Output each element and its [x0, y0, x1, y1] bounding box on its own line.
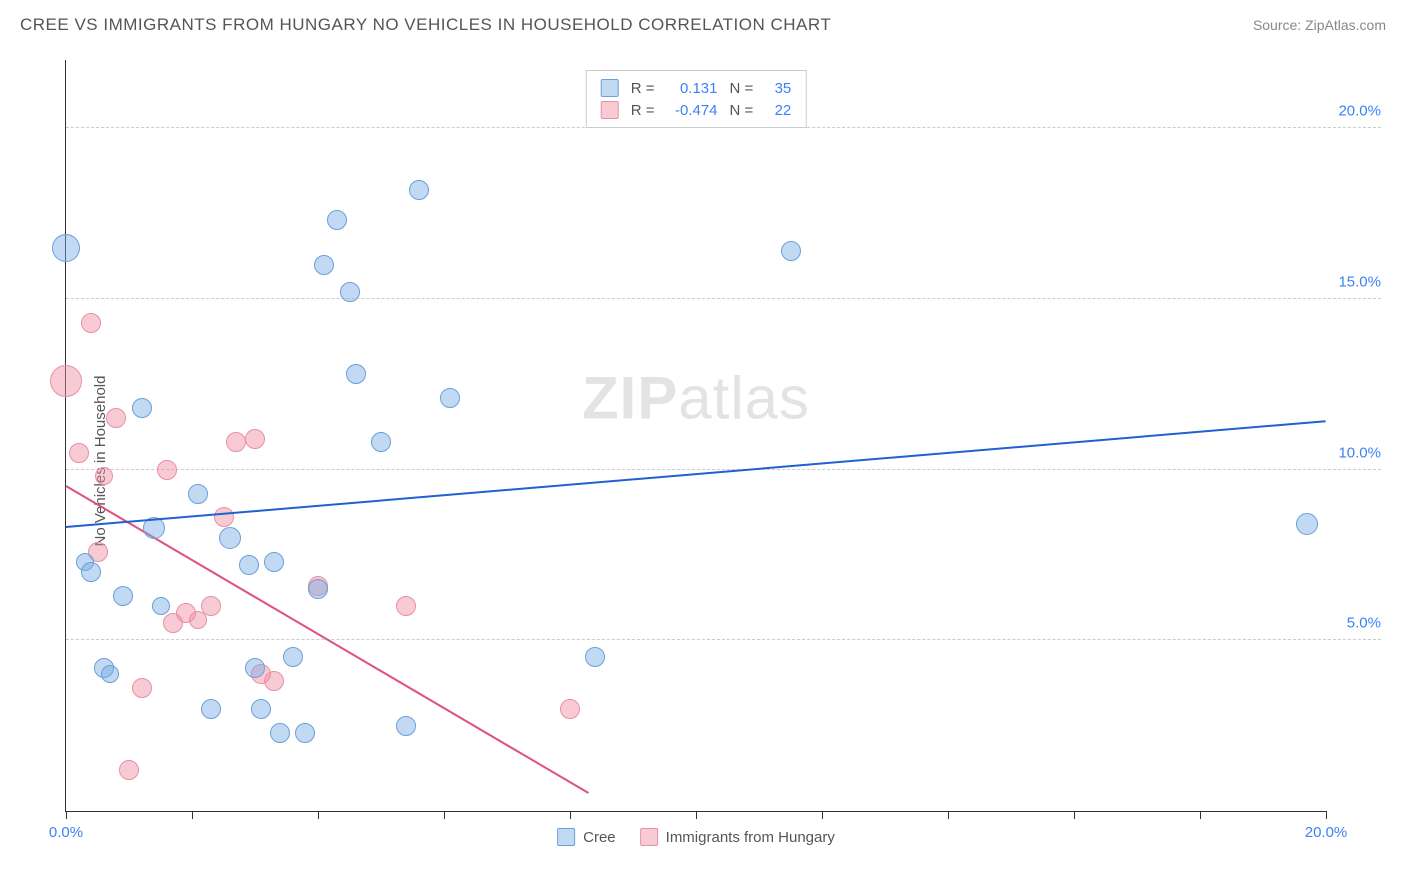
data-point-cree: [239, 555, 259, 575]
grid-line: [66, 469, 1381, 470]
data-point-cree: [346, 364, 366, 384]
y-tick-label: 10.0%: [1338, 444, 1381, 461]
data-point-hungary: [81, 313, 101, 333]
x-tick: [822, 811, 823, 819]
swatch-hungary: [640, 828, 658, 846]
data-point-hungary: [245, 429, 265, 449]
n-label: N =: [730, 80, 754, 97]
data-point-hungary: [95, 467, 113, 485]
correlation-row-cree: R = 0.131 N = 35: [601, 77, 792, 99]
y-tick-label: 15.0%: [1338, 273, 1381, 290]
r-label: R =: [631, 102, 655, 119]
data-point-hungary: [119, 760, 139, 780]
data-point-cree: [1296, 513, 1318, 535]
x-tick: [1200, 811, 1201, 819]
data-point-cree: [152, 597, 170, 615]
source-attribution: Source: ZipAtlas.com: [1253, 17, 1386, 33]
legend-item-hungary: Immigrants from Hungary: [640, 828, 835, 846]
series-legend: Cree Immigrants from Hungary: [557, 828, 835, 846]
data-point-cree: [781, 241, 801, 261]
data-point-hungary: [396, 596, 416, 616]
grid-line: [66, 298, 1381, 299]
data-point-cree: [295, 723, 315, 743]
watermark: ZIPatlas: [582, 363, 810, 432]
data-point-cree: [251, 699, 271, 719]
x-tick-label: 0.0%: [49, 824, 83, 841]
data-point-cree: [219, 527, 241, 549]
correlation-legend: R = 0.131 N = 35 R = -0.474 N = 22: [586, 70, 807, 128]
data-point-cree: [440, 388, 460, 408]
swatch-cree: [601, 79, 619, 97]
y-tick-label: 5.0%: [1347, 615, 1381, 632]
data-point-cree: [113, 586, 133, 606]
data-point-cree: [396, 716, 416, 736]
data-point-hungary: [69, 443, 89, 463]
n-label: N =: [730, 102, 754, 119]
data-point-cree: [340, 282, 360, 302]
data-point-cree: [585, 647, 605, 667]
data-point-hungary: [50, 365, 82, 397]
data-point-cree: [52, 234, 80, 262]
correlation-row-hungary: R = -0.474 N = 22: [601, 99, 792, 121]
data-point-cree: [327, 210, 347, 230]
x-tick: [1074, 811, 1075, 819]
n-value-cree: 35: [761, 80, 791, 97]
data-point-cree: [409, 180, 429, 200]
data-point-hungary: [226, 432, 246, 452]
x-tick: [192, 811, 193, 819]
data-point-cree: [132, 398, 152, 418]
data-point-hungary: [560, 699, 580, 719]
data-point-cree: [81, 562, 101, 582]
legend-label-cree: Cree: [583, 829, 616, 846]
n-value-hungary: 22: [761, 102, 791, 119]
x-tick: [66, 811, 67, 819]
data-point-cree: [101, 665, 119, 683]
data-point-cree: [314, 255, 334, 275]
data-point-hungary: [264, 671, 284, 691]
data-point-cree: [264, 552, 284, 572]
data-point-cree: [201, 699, 221, 719]
legend-label-hungary: Immigrants from Hungary: [666, 829, 835, 846]
plot-area: ZIPatlas R = 0.131 N = 35 R = -0.474 N =…: [65, 60, 1326, 812]
data-point-hungary: [214, 507, 234, 527]
swatch-cree: [557, 828, 575, 846]
source-label: Source:: [1253, 17, 1301, 33]
data-point-cree: [188, 484, 208, 504]
watermark-light: atlas: [678, 364, 810, 431]
data-point-cree: [371, 432, 391, 452]
y-tick-label: 20.0%: [1338, 103, 1381, 120]
chart-header: CREE VS IMMIGRANTS FROM HUNGARY NO VEHIC…: [20, 15, 1386, 35]
x-tick: [1326, 811, 1327, 819]
x-tick-label: 20.0%: [1305, 824, 1348, 841]
x-tick: [948, 811, 949, 819]
data-point-cree: [245, 658, 265, 678]
x-tick: [318, 811, 319, 819]
r-value-hungary: -0.474: [663, 102, 718, 119]
data-point-hungary: [132, 678, 152, 698]
legend-item-cree: Cree: [557, 828, 616, 846]
x-tick: [696, 811, 697, 819]
source-link[interactable]: ZipAtlas.com: [1305, 17, 1386, 33]
swatch-hungary: [601, 101, 619, 119]
watermark-bold: ZIP: [582, 364, 678, 431]
data-point-hungary: [157, 460, 177, 480]
x-tick: [570, 811, 571, 819]
data-point-hungary: [106, 408, 126, 428]
data-point-hungary: [201, 596, 221, 616]
grid-line: [66, 639, 1381, 640]
chart-title: CREE VS IMMIGRANTS FROM HUNGARY NO VEHIC…: [20, 15, 831, 35]
x-tick: [444, 811, 445, 819]
data-point-cree: [308, 579, 328, 599]
data-point-cree: [283, 647, 303, 667]
r-label: R =: [631, 80, 655, 97]
r-value-cree: 0.131: [663, 80, 718, 97]
data-point-cree: [270, 723, 290, 743]
chart-container: No Vehicles in Household ZIPatlas R = 0.…: [20, 50, 1386, 872]
